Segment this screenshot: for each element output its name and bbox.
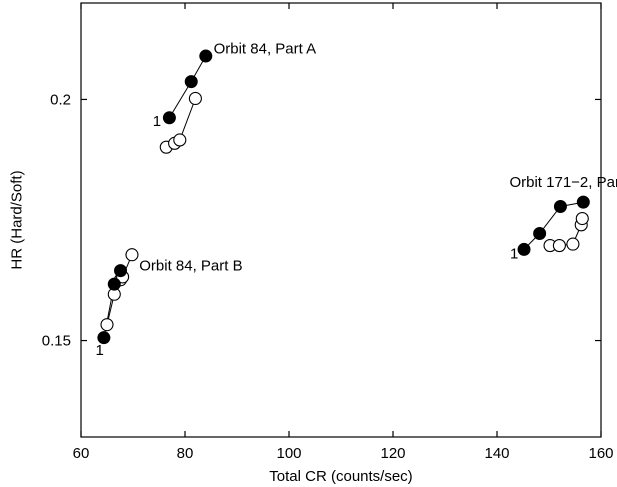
filled-point [517, 242, 531, 256]
filled-point [114, 264, 128, 278]
filled-point [162, 111, 176, 125]
filled-point [199, 49, 213, 63]
x-tick-label: 160 [588, 445, 613, 462]
tick-labels: 60 80 100 120 140 160 0.15 0.2 [42, 91, 614, 462]
y-tick-label: 0.15 [42, 333, 71, 350]
annotation-label: Orbit 84, Part B [139, 258, 242, 275]
filled-point [533, 227, 547, 241]
open-point [575, 212, 589, 226]
annotation-label: 1 [153, 113, 161, 130]
open-point [566, 237, 580, 251]
filled-point [576, 195, 590, 209]
series-line-filled [523, 201, 584, 250]
y-tick-label: 0.2 [50, 91, 71, 108]
y-axis-label: HR (Hard/Soft) [8, 170, 25, 269]
x-axis-label: Total CR (counts/sec) [269, 468, 412, 485]
filled-point [553, 199, 567, 213]
x-tick-label: 60 [73, 445, 90, 462]
annotation-label: Orbit 171−2, Part A [509, 174, 617, 191]
filled-point [97, 331, 111, 345]
plot-frame [80, 2, 602, 438]
x-tick-label: 120 [380, 445, 405, 462]
x-tick-label: 100 [276, 445, 301, 462]
filled-point [184, 75, 198, 89]
x-tick-label: 140 [484, 445, 509, 462]
open-point [173, 133, 187, 147]
open-point [188, 91, 202, 106]
open-point [125, 248, 139, 262]
open-point [552, 239, 566, 253]
x-tick-label: 80 [177, 445, 194, 462]
series-lines [103, 55, 584, 338]
annotation-label: 1 [96, 342, 104, 359]
annotations: Orbit 84, Part A Orbit 84, Part B Orbit 17… [96, 41, 617, 359]
axis-ticks [80, 3, 602, 437]
open-point [100, 318, 114, 332]
annotation-label: 1 [510, 246, 518, 263]
filled-point [107, 277, 121, 291]
annotation-label: Orbit 84, Part A [214, 41, 317, 58]
series-points [97, 49, 590, 345]
